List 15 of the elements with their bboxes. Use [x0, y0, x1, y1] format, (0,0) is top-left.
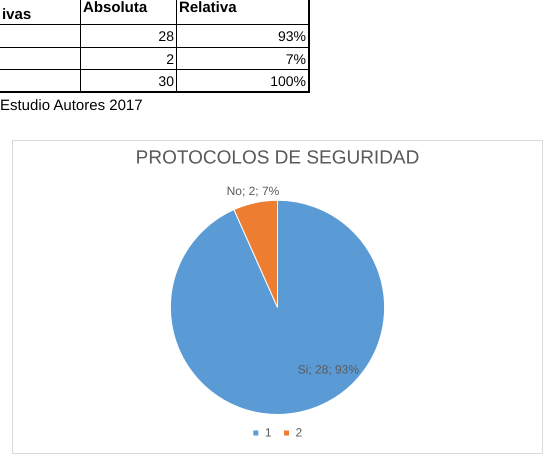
text: 93%	[278, 28, 306, 44]
data-label: No; 2; 7%	[226, 184, 280, 198]
text: Absoluta	[83, 0, 148, 16]
text: 2	[166, 50, 174, 66]
data-label: Si; 28; 93%	[298, 362, 360, 377]
text: 28	[158, 28, 174, 44]
text: Estudio Autores 2017	[0, 97, 143, 114]
legend-label: 1	[264, 425, 272, 440]
text: 100%	[270, 72, 306, 88]
chart-title: PROTOCOLOS DE SEGURIDAD	[136, 148, 420, 169]
text: ivas	[2, 6, 32, 23]
text: 30	[158, 72, 174, 88]
legend-label: 2	[296, 425, 302, 440]
text: 7%	[286, 50, 306, 66]
text: Relativa	[179, 0, 237, 16]
